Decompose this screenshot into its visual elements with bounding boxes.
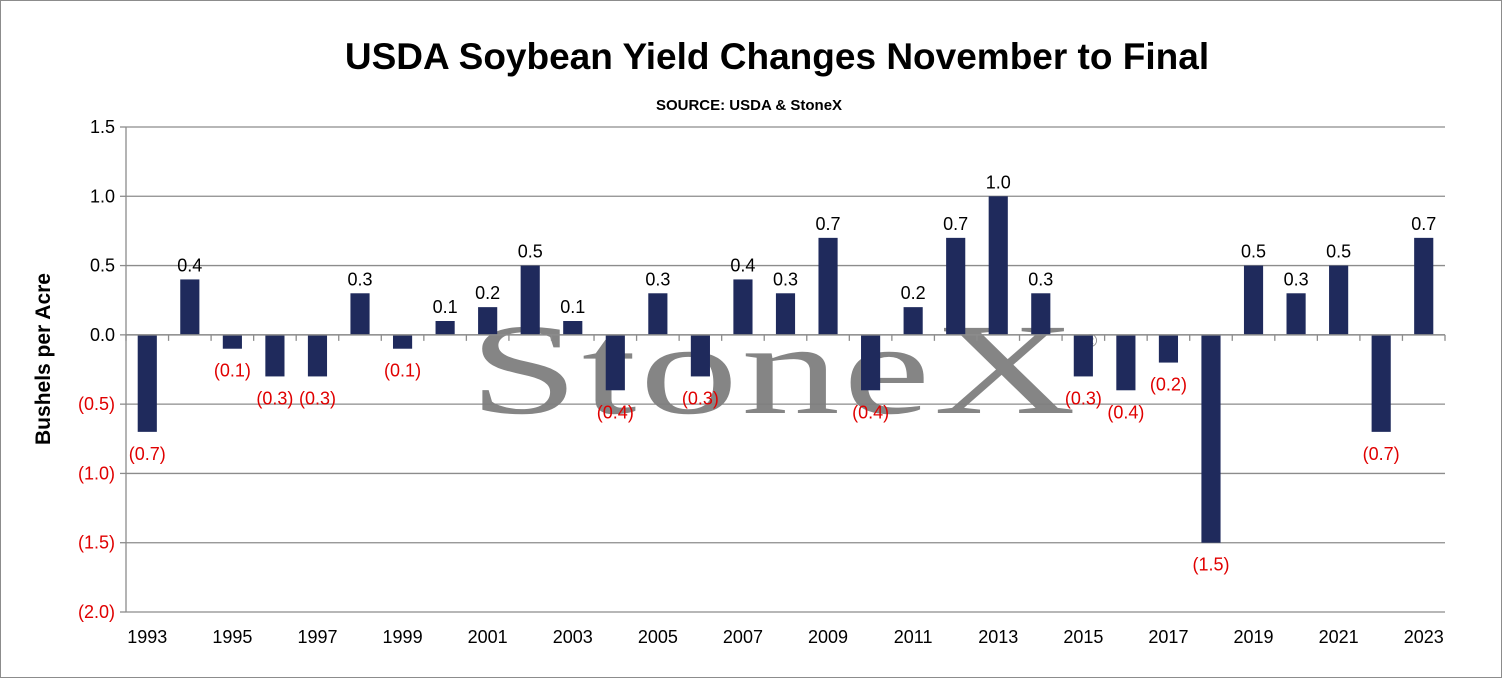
x-tick-label: 2009 xyxy=(808,627,848,647)
bar xyxy=(1371,334,1391,432)
bar xyxy=(818,237,838,335)
x-tick-label: 2013 xyxy=(978,627,1018,647)
bar xyxy=(1414,237,1434,335)
y-tick-label: 0.5 xyxy=(90,256,115,276)
data-label: 0.5 xyxy=(1326,242,1351,262)
bars xyxy=(137,196,1434,543)
data-label: (1.5) xyxy=(1192,555,1229,575)
bar xyxy=(1201,334,1221,543)
axes: 1.5 1.0 0.5 0.0 (0.5) (1.0) (1.5) (2.0) 1993 1995… xyxy=(78,117,1446,647)
data-label: 0.5 xyxy=(1241,242,1266,262)
x-tick-label: 2021 xyxy=(1319,627,1359,647)
x-tick-label: 2005 xyxy=(638,627,678,647)
bar xyxy=(222,334,242,349)
bar xyxy=(946,237,966,335)
bar xyxy=(265,334,285,377)
bar xyxy=(903,307,923,335)
bar xyxy=(563,321,583,335)
y-tick-label: 1.5 xyxy=(90,117,115,137)
x-tick-label: 2007 xyxy=(723,627,763,647)
data-label: (0.3) xyxy=(682,388,719,408)
data-label: 0.5 xyxy=(518,242,543,262)
x-tick-label: 2023 xyxy=(1404,627,1444,647)
bar xyxy=(478,307,498,335)
bar xyxy=(435,321,455,335)
bar xyxy=(392,334,413,349)
data-label: 0.7 xyxy=(943,214,968,234)
bar xyxy=(180,279,200,335)
bar xyxy=(1158,334,1179,363)
x-tick-label: 2011 xyxy=(894,627,933,647)
stonex-watermark: StoneX ® xyxy=(469,298,1097,442)
bar xyxy=(605,334,625,391)
data-label: 1.0 xyxy=(986,172,1011,192)
data-label: (0.1) xyxy=(384,361,421,381)
watermark-text: StoneX xyxy=(469,298,1079,442)
x-tick-label: 2015 xyxy=(1063,627,1103,647)
y-tick-label: (1.5) xyxy=(78,533,115,553)
chart-title: USDA Soybean Yield Changes November to F… xyxy=(345,36,1209,77)
x-tick-label: 2017 xyxy=(1148,627,1188,647)
y-tick-label: (2.0) xyxy=(78,602,115,622)
bar xyxy=(733,279,753,335)
data-label: (0.4) xyxy=(852,402,889,422)
y-axis-label: Bushels per Acre xyxy=(32,273,55,445)
bar xyxy=(861,334,881,391)
y-tick-label: 0.0 xyxy=(90,325,115,345)
y-tick-label: (0.5) xyxy=(78,394,115,414)
bar xyxy=(1329,265,1349,335)
x-tick-label: 1997 xyxy=(297,627,337,647)
data-label: (0.3) xyxy=(256,388,293,408)
bar xyxy=(1031,293,1051,335)
data-label: 0.3 xyxy=(645,269,670,289)
data-labels: (0.7)0.4(0.1)(0.3) (0.3)0.3(0.1)0.10.20.5… xyxy=(129,172,1436,574)
data-label: (0.7) xyxy=(1363,444,1400,464)
data-label: (0.4) xyxy=(1107,402,1144,422)
bar xyxy=(1073,334,1093,377)
bar xyxy=(1243,265,1264,335)
bar xyxy=(988,196,1008,335)
data-label: 0.3 xyxy=(1028,269,1053,289)
data-label: 0.1 xyxy=(560,297,585,317)
x-tick-label: 1993 xyxy=(127,627,167,647)
data-label: 0.3 xyxy=(348,269,373,289)
data-label: (0.2) xyxy=(1150,375,1187,395)
data-label: 0.3 xyxy=(1284,269,1309,289)
data-label: (0.3) xyxy=(299,388,336,408)
data-label: 0.3 xyxy=(773,269,798,289)
bar xyxy=(775,293,796,335)
x-tick-label: 1999 xyxy=(383,627,423,647)
chart-subtitle: SOURCE: USDA & StoneX xyxy=(656,97,842,114)
data-label: 0.1 xyxy=(433,297,458,317)
bar xyxy=(648,293,668,335)
bar xyxy=(307,334,328,377)
bar xyxy=(1286,293,1306,335)
bar xyxy=(1116,334,1136,391)
bar xyxy=(520,265,540,335)
y-tick-label: 1.0 xyxy=(90,186,115,206)
data-label: 0.2 xyxy=(475,283,500,303)
data-label: 0.7 xyxy=(816,214,841,234)
data-label: 0.4 xyxy=(177,255,202,275)
data-label: 0.7 xyxy=(1411,214,1436,234)
data-label: (0.4) xyxy=(597,402,634,422)
x-tick-label: 2019 xyxy=(1234,627,1274,647)
bar xyxy=(690,334,710,377)
bar xyxy=(137,334,157,432)
data-label: 0.2 xyxy=(901,283,926,303)
x-tick-label: 2001 xyxy=(468,627,508,647)
data-label: (0.7) xyxy=(129,444,166,464)
x-tick-label: 2003 xyxy=(553,627,593,647)
x-tick-label: 1995 xyxy=(212,627,252,647)
bar xyxy=(350,293,370,335)
data-label: (0.1) xyxy=(214,361,251,381)
data-label: 0.4 xyxy=(730,255,755,275)
y-tick-label: (1.0) xyxy=(78,463,115,483)
data-label: (0.3) xyxy=(1065,388,1102,408)
